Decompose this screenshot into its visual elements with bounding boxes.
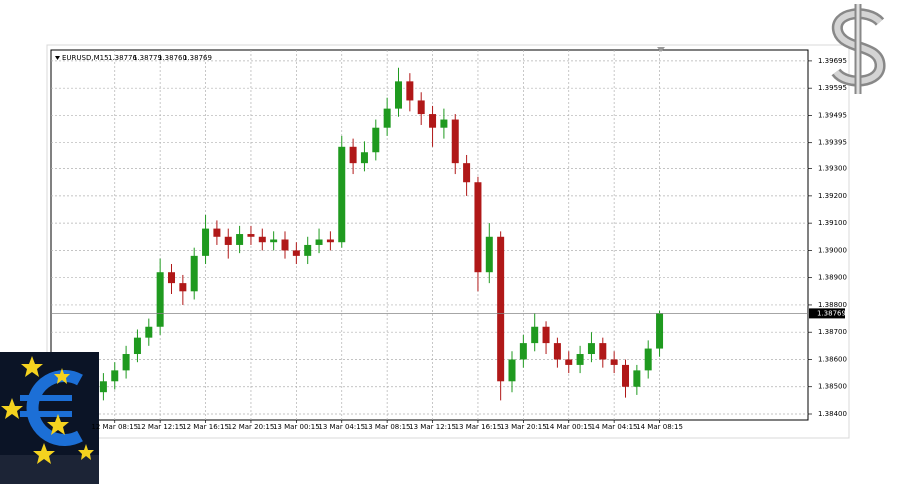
symbol-title: EURUSD,M15 (62, 54, 109, 62)
candle-body (531, 326, 539, 344)
candle-body (168, 272, 175, 284)
candle-body (587, 343, 595, 355)
candle-body (190, 255, 198, 292)
y-tick-label: 1.39595 (818, 84, 847, 92)
x-tick-label: 13 Mar 08:15 (364, 423, 411, 431)
y-tick-label: 1.39200 (818, 192, 847, 200)
x-tick-label: 12 Mar 16:15 (182, 423, 229, 431)
x-tick-label: 13 Mar 00:15 (273, 423, 320, 431)
candle-body (156, 272, 164, 327)
candle-body (497, 236, 505, 382)
shift-marker (657, 47, 665, 52)
x-tick-label: 12 Mar 12:15 (137, 423, 184, 431)
candle-body (179, 283, 187, 292)
candle-body (485, 236, 493, 273)
candle-body (213, 228, 221, 237)
candle-body (417, 100, 425, 115)
candle-body (292, 250, 300, 256)
candle-body (451, 119, 459, 164)
plot-area (50, 49, 809, 421)
candle-body (122, 354, 130, 371)
header-value: 1.38769 (183, 54, 212, 62)
candle-body (349, 146, 357, 164)
dollar-icon (831, 4, 886, 94)
y-tick-label: 1.39395 (818, 139, 847, 147)
y-tick-label: 1.39495 (818, 111, 847, 119)
candle-body (111, 370, 119, 382)
candle-body (508, 359, 516, 382)
candle-body (440, 119, 448, 128)
candle-body (247, 234, 255, 237)
y-tick-label: 1.39300 (818, 165, 847, 173)
x-tick-label: 13 Mar 20:15 (500, 423, 547, 431)
candle-body (236, 234, 244, 245)
candle-body (145, 326, 153, 338)
candle-body (338, 146, 346, 243)
header-value: 1.38760 (158, 54, 187, 62)
candle-body (383, 108, 391, 128)
candle-body (519, 343, 527, 360)
candle-body (258, 236, 266, 243)
candle-body (474, 182, 482, 273)
y-tick-label: 1.38400 (818, 410, 847, 418)
x-tick-label: 14 Mar 00:15 (545, 423, 592, 431)
y-tick-label: 1.39695 (818, 57, 847, 65)
candle-body (406, 81, 414, 101)
candle-body (429, 114, 437, 128)
y-tick-label: 1.38500 (818, 383, 847, 391)
candle-body (372, 127, 380, 153)
y-tick-label: 1.39100 (818, 219, 847, 227)
y-tick-label: 1.39000 (818, 246, 847, 254)
current-price-box (809, 308, 845, 319)
candle-body (224, 236, 232, 245)
header-value: 1.38779 (133, 54, 162, 62)
candle-body (576, 354, 584, 365)
x-tick-label: 14 Mar 08:15 (636, 423, 683, 431)
candle-body (202, 228, 210, 256)
y-tick-label: 1.38800 (818, 301, 847, 309)
candle-body (622, 364, 629, 387)
x-tick-label: 13 Mar 04:15 (318, 423, 365, 431)
candle-body (553, 343, 561, 360)
candle-body (281, 239, 289, 251)
candle-body (463, 163, 471, 183)
candle-body (315, 239, 323, 245)
candle-body (610, 359, 618, 365)
x-tick-label: 14 Mar 04:15 (591, 423, 638, 431)
candle-body (133, 337, 141, 355)
candle-body (542, 326, 550, 344)
candle-body (360, 152, 368, 164)
x-tick-label: 12 Mar 20:15 (228, 423, 275, 431)
x-tick-label: 13 Mar 16:15 (455, 423, 502, 431)
menu-marker (55, 56, 60, 60)
candle-body (656, 313, 664, 349)
y-tick-label: 1.38700 (818, 328, 847, 336)
y-tick-label: 1.38600 (818, 355, 847, 363)
x-tick-label: 13 Mar 12:15 (409, 423, 456, 431)
candle-body (633, 370, 641, 387)
candle-body (326, 239, 334, 243)
x-tick-label: 12 Mar 08:15 (91, 423, 138, 431)
candle-body (99, 381, 107, 393)
candle-body (599, 343, 607, 360)
y-tick-label: 1.38900 (818, 274, 847, 282)
current-price-label: 1.38769 (817, 309, 846, 317)
candle-body (565, 359, 573, 365)
candle-body (644, 348, 652, 371)
candle-body (270, 239, 278, 243)
header-value: 1.38776 (108, 54, 137, 62)
euro-icon (0, 352, 99, 484)
candle-body (304, 244, 312, 256)
candle-body (395, 81, 402, 109)
